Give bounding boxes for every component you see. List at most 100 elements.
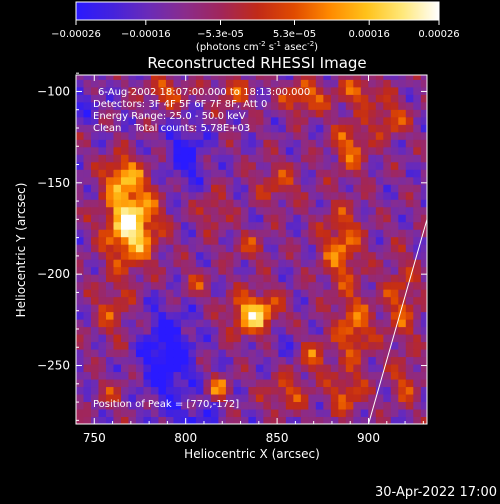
heatmap-cell xyxy=(120,154,129,163)
heatmap-cell xyxy=(308,184,317,193)
heatmap-cell xyxy=(315,274,324,283)
heatmap-cell xyxy=(180,386,189,395)
heatmap-cell xyxy=(90,356,99,365)
heatmap-cell xyxy=(323,79,332,88)
heatmap-cell xyxy=(165,341,174,350)
heatmap-cell xyxy=(113,116,122,125)
heatmap-cell xyxy=(83,356,92,365)
heatmap-cell xyxy=(120,266,129,275)
heatmap-cell xyxy=(143,139,152,148)
heatmap-cell xyxy=(353,116,362,125)
heatmap-cell xyxy=(165,109,174,118)
heatmap-cell xyxy=(338,146,347,155)
heatmap-cell xyxy=(375,101,384,110)
heatmap-cell xyxy=(345,364,354,373)
heatmap-cell xyxy=(338,304,347,313)
heatmap-cell xyxy=(338,394,347,403)
heatmap-cell xyxy=(338,184,347,193)
heatmap-cell xyxy=(263,79,272,88)
heatmap-cell xyxy=(128,154,137,163)
heatmap-cell xyxy=(150,296,159,305)
heatmap-cell xyxy=(165,75,174,80)
heatmap-cell xyxy=(368,176,377,185)
heatmap-cell xyxy=(158,139,167,148)
heatmap-cell xyxy=(315,281,324,290)
heatmap-cell xyxy=(285,289,294,298)
x-axis: 750 800 850 900 xyxy=(83,75,424,445)
heatmap-cell xyxy=(180,334,189,343)
heatmap-cell xyxy=(210,109,219,118)
heatmap-cell xyxy=(323,199,332,208)
heatmap-cell xyxy=(180,274,189,283)
heatmap-cell xyxy=(390,379,399,388)
heatmap-cell xyxy=(173,364,182,373)
heatmap-cell xyxy=(255,191,264,200)
heatmap-cell xyxy=(270,184,279,193)
heatmap-cell xyxy=(150,364,159,373)
heatmap-cell xyxy=(278,116,287,125)
heatmap-cell xyxy=(315,364,324,373)
heatmap-cell xyxy=(248,146,257,155)
heatmap-cell xyxy=(315,124,324,133)
heatmap-cell xyxy=(270,124,279,133)
heatmap-cell xyxy=(248,131,257,140)
heatmap-cell xyxy=(248,394,257,403)
heatmap-cell xyxy=(233,244,242,253)
heatmap-cell xyxy=(270,319,279,328)
heatmap-cell xyxy=(150,236,159,245)
heatmap-cell xyxy=(278,214,287,223)
heatmap-cell xyxy=(293,169,302,178)
heatmap-cell xyxy=(383,214,392,223)
heatmap-cell xyxy=(120,214,129,223)
heatmap-cell xyxy=(308,304,317,313)
heatmap-cell xyxy=(405,304,414,313)
heatmap-cell xyxy=(270,416,279,424)
heatmap-cell xyxy=(360,341,369,350)
heatmap-cell xyxy=(195,386,204,395)
heatmap-cell xyxy=(195,244,204,253)
heatmap-cell xyxy=(113,184,122,193)
heatmap-cell xyxy=(308,394,317,403)
heatmap-cell xyxy=(165,394,174,403)
heatmap-cell xyxy=(398,146,407,155)
heatmap-cell xyxy=(233,364,242,373)
heatmap-cell xyxy=(383,169,392,178)
heatmap-cell xyxy=(278,251,287,260)
heatmap-cell xyxy=(390,394,399,403)
heatmap-cell xyxy=(173,281,182,290)
heatmap-cell xyxy=(353,386,362,395)
heatmap-cell xyxy=(398,75,407,80)
heatmap-cell xyxy=(248,169,257,178)
heatmap-cell xyxy=(240,236,249,245)
heatmap-cell xyxy=(405,199,414,208)
heatmap-cell xyxy=(263,131,272,140)
heatmap-cell xyxy=(83,131,92,140)
heatmap-cell xyxy=(83,304,92,313)
heatmap-cell xyxy=(180,191,189,200)
heatmap-cell xyxy=(218,161,227,170)
heatmap-cell xyxy=(195,229,204,238)
heatmap-cell xyxy=(345,401,354,410)
heatmap-cell xyxy=(90,124,99,133)
heatmap-cell xyxy=(368,349,377,358)
heatmap-cell xyxy=(338,124,347,133)
heatmap-cell xyxy=(188,409,197,418)
heatmap-cell xyxy=(90,326,99,335)
heatmap-cell xyxy=(105,161,114,170)
heatmap-cell xyxy=(128,229,137,238)
heatmap-cell xyxy=(323,416,332,424)
colorbar-unit-label: (photons cm-2 s-1 asec-2) xyxy=(196,40,318,53)
heatmap-cell xyxy=(143,259,152,268)
heatmap-cell xyxy=(76,394,84,403)
heatmap-cell xyxy=(353,401,362,410)
heatmap-cell xyxy=(375,416,384,424)
heatmap-cell xyxy=(83,109,92,118)
heatmap-cell xyxy=(233,296,242,305)
heatmap-cell xyxy=(98,364,107,373)
heatmap-cell xyxy=(135,75,144,80)
heatmap-cell xyxy=(338,364,347,373)
heatmap-cell xyxy=(195,131,204,140)
heatmap-cell xyxy=(420,394,427,403)
heatmap-cell xyxy=(98,334,107,343)
heatmap-cell xyxy=(113,341,122,350)
